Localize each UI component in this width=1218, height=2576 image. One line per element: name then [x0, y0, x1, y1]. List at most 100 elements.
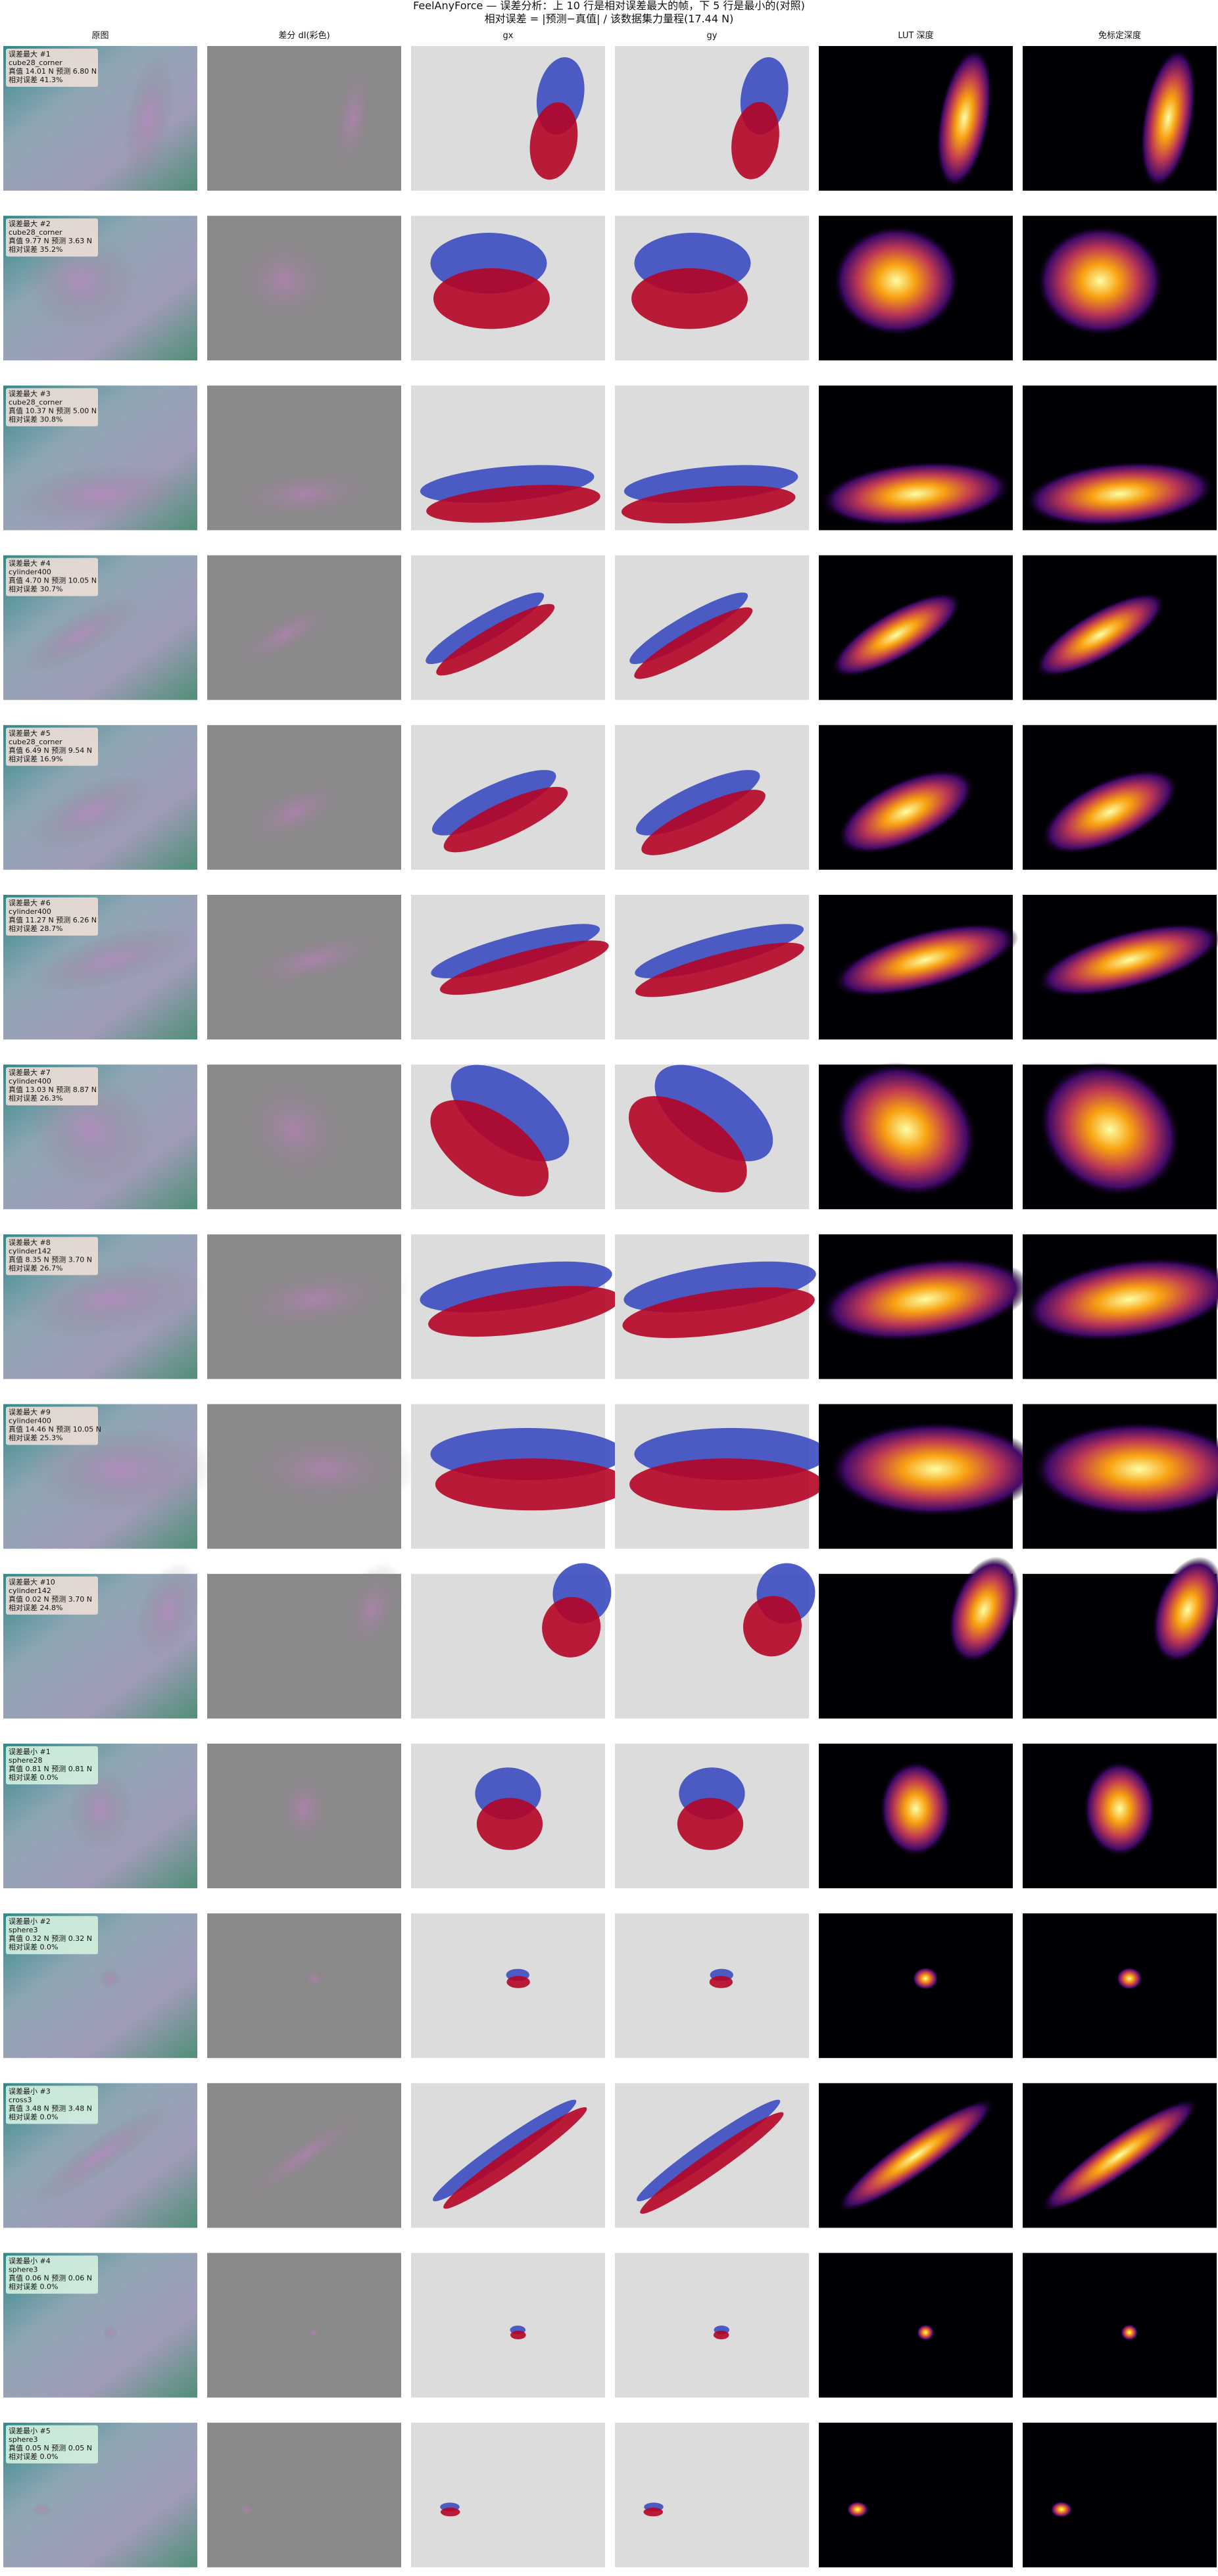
gradient-image: [615, 2422, 809, 2567]
gradient-red: [435, 1458, 629, 1511]
gradient-red: [713, 2330, 729, 2340]
diff-contact: [231, 773, 358, 851]
depth-contact: [917, 2324, 935, 2341]
annotation-text: 误差最小 #2: [9, 1917, 51, 1926]
annotation-text: 误差最大 #9: [9, 1408, 51, 1417]
depth-contact: [832, 922, 1019, 997]
annotation-text: 误差最大 #2: [9, 219, 51, 228]
annotation-text: 相对误差 26.3%: [9, 1093, 62, 1103]
diff-contact: [306, 2325, 322, 2340]
annotation-text: 相对误差 0.0%: [9, 1773, 58, 1782]
raw-contact: [67, 1765, 134, 1852]
annotation-text: 相对误差 35.2%: [9, 245, 62, 254]
gradient-red: [622, 1287, 815, 1339]
gradient-image: [411, 1913, 605, 2059]
gradient-red: [621, 485, 796, 524]
annotation-text: cylinder400: [9, 1077, 51, 1085]
raw-contact: [13, 1261, 207, 1338]
column-header: 原图: [91, 31, 109, 41]
depth-contact: [830, 592, 963, 678]
depth-contact: [819, 461, 1012, 527]
annotation-text: 误差最大 #7: [9, 1068, 51, 1077]
annotation-box: [6, 727, 98, 766]
gradient-red: [476, 1798, 543, 1850]
raw-contact: [32, 2502, 52, 2517]
gradient-red: [439, 940, 609, 995]
annotation-text: 真值 0.02 N 预测 3.70 N: [9, 1594, 92, 1604]
gradient-blue: [635, 924, 804, 978]
depth-contact: [1050, 2501, 1073, 2517]
annotation-text: sphere28: [9, 1756, 43, 1765]
gradient-red: [443, 2107, 587, 2209]
column-header: gy: [707, 31, 718, 41]
gradient-blue: [623, 1261, 816, 1312]
annotation-text: sphere3: [9, 2266, 38, 2274]
gradient-blue: [636, 770, 760, 836]
gradient-blue: [432, 770, 556, 836]
gradient-image: [411, 2253, 605, 2398]
annotation-text: 相对误差 0.0%: [9, 2282, 58, 2291]
depth-contact: [1083, 1761, 1156, 1857]
diff-contact: [226, 1425, 421, 1513]
annotation-text: cylinder142: [9, 1247, 51, 1255]
annotation-text: 真值 9.77 N 预测 3.63 N: [9, 236, 92, 245]
annotation-text: 真值 13.03 N 预测 8.87 N: [9, 1085, 97, 1094]
diff-contact: [226, 230, 343, 332]
depth-contact: [912, 1967, 938, 1990]
depth-contact: [1152, 1556, 1218, 1664]
diff-image: [207, 2253, 401, 2398]
annotation-text: sphere3: [9, 2435, 38, 2444]
column-header: LUT 深度: [898, 30, 933, 41]
annotation-text: cube28_corner: [9, 738, 62, 746]
annotation-text: 误差最大 #3: [9, 389, 51, 398]
gradient-red: [440, 2508, 460, 2517]
depth-contact: [1034, 592, 1167, 678]
diff-contact: [231, 2103, 377, 2208]
diff-contact: [271, 1765, 337, 1852]
annotation-box: [6, 558, 98, 596]
annotation-box: [6, 2425, 98, 2464]
annotation-text: 误差最小 #3: [9, 2086, 51, 2095]
gradient-red: [643, 2508, 664, 2517]
raw-contact: [13, 464, 187, 524]
depth-contact: [1140, 47, 1197, 189]
annotation-text: 误差最大 #8: [9, 1237, 51, 1247]
annotation-text: 相对误差 30.7%: [9, 584, 62, 594]
annotation-text: 真值 4.70 N 预测 10.05 N: [9, 576, 97, 585]
annotation-text: 误差最小 #1: [9, 1747, 51, 1756]
annotation-box: [6, 49, 98, 87]
gradient-red: [743, 1596, 802, 1657]
annotation-text: 相对误差 26.7%: [9, 1263, 62, 1272]
gradient-red: [428, 1285, 621, 1337]
annotation-text: cube28_corner: [9, 398, 62, 406]
gradient-blue: [420, 1261, 612, 1312]
depth-contact: [1036, 922, 1218, 997]
raw-contact: [28, 2103, 173, 2208]
depth-image: [819, 2422, 1013, 2567]
annotation-box: [6, 897, 98, 936]
annotation-text: sphere3: [9, 1926, 38, 1934]
annotation-text: 误差最大 #10: [9, 1577, 55, 1586]
annotation-text: 相对误差 0.0%: [9, 2452, 58, 2461]
depth-contact: [846, 2501, 869, 2517]
depth-contact: [1038, 1062, 1182, 1197]
annotation-text: cross3: [9, 2095, 32, 2104]
annotation-box: [6, 2255, 98, 2294]
depth-contact: [835, 1062, 978, 1197]
annotation-text: 真值 10.37 N 预测 5.00 N: [9, 406, 97, 415]
annotation-text: 误差最小 #4: [9, 2256, 51, 2266]
diff-contact: [217, 1261, 410, 1338]
raw-contact: [21, 596, 141, 674]
annotation-text: 真值 3.48 N 预测 3.48 N: [9, 2103, 92, 2112]
title: FeelAnyForce — 误差分析：上 10 行是相对误差最大的帧，下 5 …: [413, 0, 805, 12]
gradient-red: [635, 942, 804, 997]
gradient-red: [641, 790, 766, 855]
depth-contact: [1032, 1421, 1218, 1517]
annotation-box: [6, 2086, 98, 2124]
gradient-red: [629, 1096, 747, 1193]
annotation-text: 误差最大 #6: [9, 898, 51, 907]
diff-image: [207, 2422, 401, 2567]
